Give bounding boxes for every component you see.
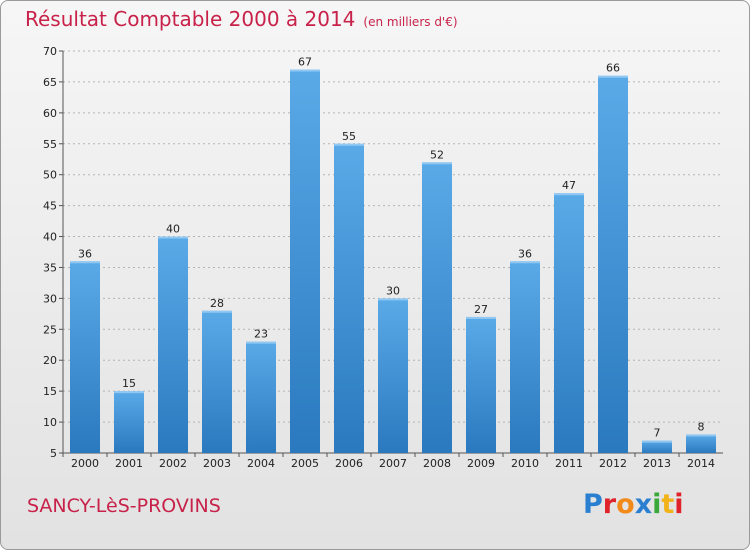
bar-2004 [246,341,276,453]
x-tick-label: 2013 [643,457,671,470]
bar-highlight [378,298,408,301]
bar-value-label: 67 [298,56,312,69]
bar-value-label: 36 [518,247,532,260]
bar-2003 [202,310,232,453]
x-tick-label: 2003 [203,457,231,470]
bar-value-label: 8 [698,420,705,433]
bar-2008 [422,162,452,454]
x-tick-label: 2010 [511,457,539,470]
proxiti-logo: Proxiti [583,489,684,520]
y-tick-label: 50 [43,169,57,182]
y-tick-label: 15 [43,385,57,398]
bar-value-label: 15 [122,377,136,390]
bar-highlight [70,261,100,264]
bar-2010 [510,261,540,453]
x-tick-label: 2011 [555,457,583,470]
x-tick-label: 2005 [291,457,319,470]
chart-title: Résultat Comptable 2000 à 2014 (en millie… [25,7,458,31]
y-tick-label: 65 [43,76,57,89]
bar-2012 [598,75,628,453]
bar-2000 [70,261,100,453]
bar-value-label: 36 [78,247,92,260]
x-tick-label: 2007 [379,457,407,470]
x-tick-label: 2002 [159,457,187,470]
bar-value-label: 40 [166,223,180,236]
bar-value-label: 28 [210,297,224,310]
bar-highlight [686,434,716,437]
bar-highlight [246,341,276,344]
bar-value-label: 47 [562,179,576,192]
y-tick-label: 40 [43,231,57,244]
bar-value-label: 66 [606,62,620,75]
y-tick-label: 10 [43,416,57,429]
y-tick-label: 25 [43,323,57,336]
bar-highlight [290,69,320,72]
y-tick-label: 45 [43,200,57,213]
y-tick-label: 5 [50,447,57,460]
bar-2005 [290,69,320,454]
bar-highlight [158,236,188,239]
x-tick-label: 2008 [423,457,451,470]
bar-value-label: 23 [254,328,268,341]
bar-highlight [466,316,496,319]
x-tick-label: 2006 [335,457,363,470]
bar-2009 [466,316,496,453]
x-tick-label: 2012 [599,457,627,470]
bar-highlight [598,75,628,78]
x-tick-label: 2009 [467,457,495,470]
y-tick-label: 60 [43,107,57,120]
bar-highlight [642,440,672,443]
x-tick-label: 2004 [247,457,275,470]
bar-2011 [554,193,584,453]
commune-name: SANCY-LèS-PROVINS [27,495,221,517]
y-tick-label: 35 [43,261,57,274]
bar-value-label: 7 [654,427,661,440]
bar-value-label: 55 [342,130,356,143]
y-tick-label: 55 [43,138,57,151]
y-tick-label: 30 [43,292,57,305]
x-tick-label: 2014 [687,457,715,470]
bar-2002 [158,236,188,453]
y-tick-label: 70 [43,45,57,58]
bar-highlight [114,391,144,394]
bar-highlight [422,162,452,165]
bar-highlight [202,310,232,313]
bar-value-label: 30 [386,284,400,297]
bar-value-label: 52 [430,148,444,161]
bar-highlight [334,143,364,146]
y-tick-label: 20 [43,354,57,367]
bar-2006 [334,143,364,453]
bar-highlight [510,261,540,264]
bar-2014 [686,434,716,453]
chart-unit: (en milliers d'€) [363,15,458,29]
bar-2001 [114,391,144,453]
x-tick-label: 2000 [71,457,99,470]
bar-2013 [642,440,672,453]
x-tick-label: 2001 [115,457,143,470]
chart-title-text: Résultat Comptable 2000 à 2014 [25,7,356,31]
bar-value-label: 27 [474,303,488,316]
bar-2007 [378,298,408,453]
bar-highlight [554,193,584,196]
